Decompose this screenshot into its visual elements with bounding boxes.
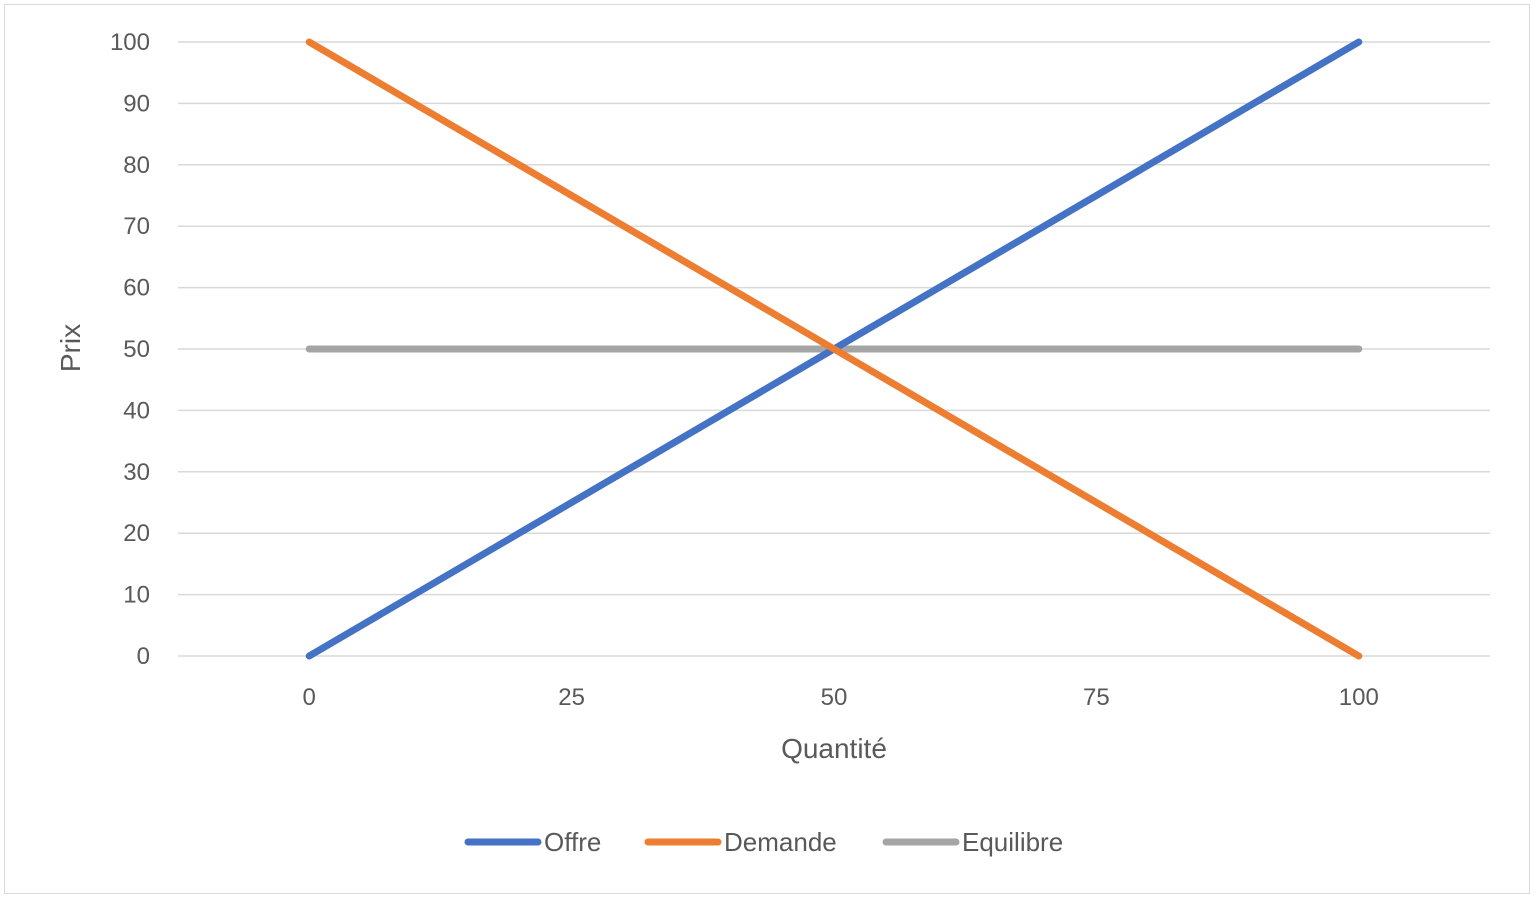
legend-label-offre: Offre: [544, 827, 601, 857]
x-tick-label: 75: [1083, 684, 1110, 711]
y-tick-label: 50: [123, 336, 150, 363]
x-tick-label: 25: [558, 684, 585, 711]
y-tick-label: 30: [123, 459, 150, 486]
legend: Offre Demande Equilibre: [464, 827, 1063, 857]
y-tick-label: 0: [137, 643, 150, 670]
y-tick-label: 40: [123, 397, 150, 424]
y-tick-label: 70: [123, 213, 150, 240]
x-axis-title: Quantité: [781, 733, 887, 764]
x-tick-label: 50: [821, 684, 848, 711]
chart-frame: [4, 4, 1530, 894]
y-tick-label: 80: [123, 152, 150, 179]
legend-label-demande: Demande: [724, 827, 837, 857]
y-tick-label: 60: [123, 275, 150, 302]
x-axis-ticks: 0 25 50 75 100: [303, 684, 1379, 711]
y-axis-title: Prix: [55, 324, 86, 372]
y-tick-label: 20: [123, 520, 150, 547]
x-tick-label: 0: [303, 684, 316, 711]
y-tick-label: 100: [110, 29, 150, 56]
legend-label-equilibre: Equilibre: [962, 827, 1063, 857]
series-line-demande: [305, 38, 1363, 660]
y-tick-label: 90: [123, 90, 150, 117]
plot-series: [305, 38, 1363, 660]
y-axis-ticks: 0 10 20 30 40 50 60 70 80 90 100: [110, 29, 150, 670]
y-tick-label: 10: [123, 582, 150, 609]
x-tick-label: 100: [1339, 684, 1379, 711]
